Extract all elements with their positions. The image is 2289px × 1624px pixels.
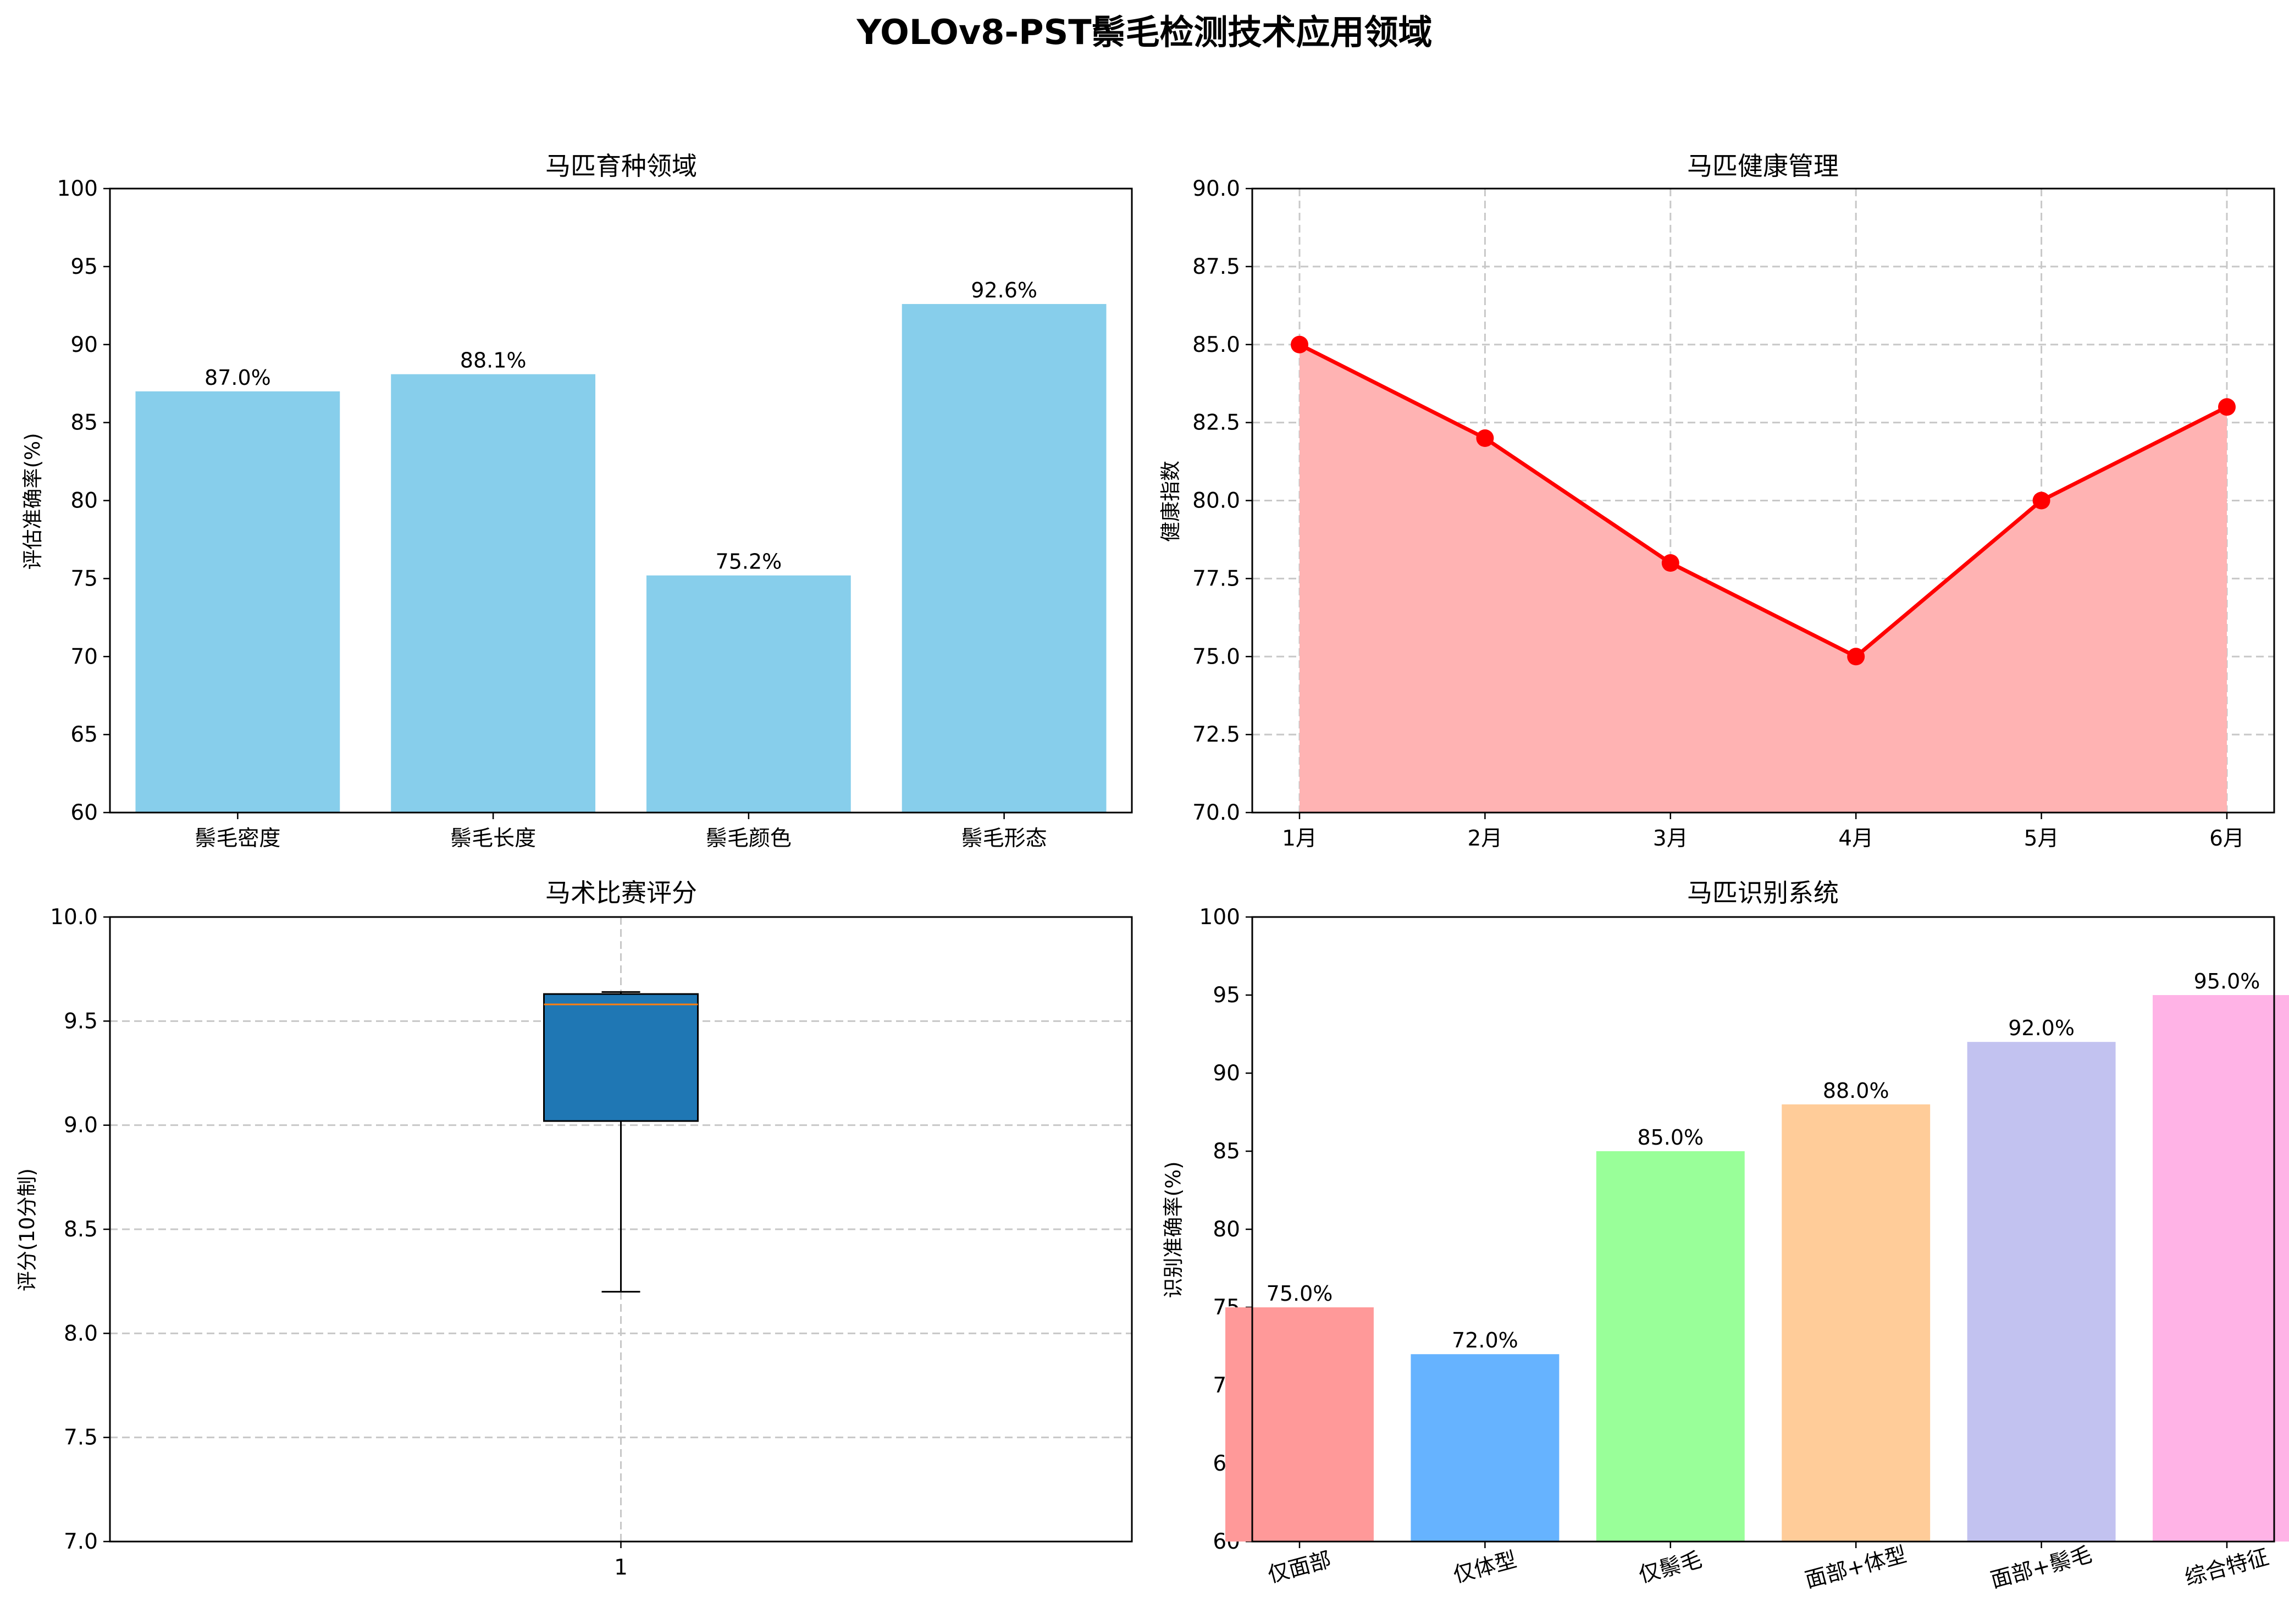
health-y-tick-label: 90.0 bbox=[1192, 176, 1240, 201]
health-y-tick-label: 75.0 bbox=[1192, 644, 1240, 669]
identification-plot-frame bbox=[1251, 916, 2275, 1543]
health-data-point bbox=[1476, 429, 1494, 447]
breeding-bar bbox=[646, 575, 851, 813]
health-y-tick-label: 82.5 bbox=[1192, 411, 1240, 435]
breeding-y-tick-label: 70 bbox=[70, 644, 98, 669]
health-y-tick-label: 70.0 bbox=[1192, 800, 1240, 825]
breeding-bar-chart: 马匹育种领域 评估准确率(%) 60 65 70 75 80 85 90 95 100 87.0%… bbox=[21, 151, 1133, 851]
breeding-x-tick-label: 鬃毛长度 bbox=[450, 826, 536, 851]
breeding-x-tick-label: 鬃毛密度 bbox=[195, 826, 280, 851]
competition-y-tick-label: 7.0 bbox=[64, 1529, 98, 1554]
health-data-point bbox=[2032, 491, 2050, 510]
competition-y-tick-label: 7.5 bbox=[64, 1426, 98, 1450]
health-data-point bbox=[1661, 554, 1679, 572]
breeding-y-tick-label: 85 bbox=[70, 411, 98, 435]
health-y-tick-label: 85.0 bbox=[1192, 333, 1240, 357]
breeding-y-tick-label: 80 bbox=[70, 489, 98, 513]
competition-box-plot: 马术比赛评分 评分(10分制) 7.0 7.5 8.0 8.5 9.0 9.5 10.0 1 bbox=[15, 878, 1133, 1580]
identification-bar-value-label: 75.0% bbox=[1267, 1281, 1333, 1306]
identification-y-tick-label: 95 bbox=[1213, 983, 1240, 1008]
breeding-plot-frame bbox=[109, 187, 1133, 814]
competition-y-axis-label: 评分(10分制) bbox=[15, 1168, 39, 1291]
breeding-chart-title: 马匹育种领域 bbox=[545, 151, 697, 181]
breeding-bar bbox=[135, 391, 340, 813]
identification-chart-title: 马匹识别系统 bbox=[1687, 878, 1839, 908]
identification-bar bbox=[1596, 1151, 1745, 1542]
breeding-x-tick-label: 鬃毛颜色 bbox=[706, 826, 792, 851]
identification-bar-value-label: 92.0% bbox=[2008, 1016, 2075, 1040]
breeding-y-tick-label: 100 bbox=[57, 176, 98, 201]
health-data-point bbox=[1847, 648, 1865, 666]
breeding-y-axis-label: 评估准确率(%) bbox=[21, 433, 45, 570]
breeding-y-tick-label: 90 bbox=[70, 333, 98, 357]
health-y-tick-label: 77.5 bbox=[1192, 566, 1240, 591]
health-x-tick-label: 2月 bbox=[1467, 826, 1502, 851]
health-y-tick-label: 80.0 bbox=[1192, 489, 1240, 513]
breeding-bar-value-label: 88.1% bbox=[460, 349, 527, 373]
breeding-bar-value-label: 92.6% bbox=[971, 278, 1037, 302]
identification-bar bbox=[1967, 1042, 2116, 1542]
identification-bar bbox=[1225, 1307, 1374, 1542]
breeding-bar-value-label: 75.2% bbox=[716, 550, 782, 574]
health-y-tick-label: 87.5 bbox=[1192, 255, 1240, 279]
competition-x-tick-label: 1 bbox=[614, 1555, 628, 1580]
health-y-axis-label: 健康指数 bbox=[1159, 461, 1182, 542]
identification-y-tick-label: 80 bbox=[1213, 1217, 1240, 1242]
health-x-tick-label: 4月 bbox=[1838, 826, 1873, 851]
breeding-y-tick-label: 95 bbox=[70, 255, 98, 279]
competition-y-tick-label: 10.0 bbox=[50, 905, 98, 930]
health-x-tick-label: 1月 bbox=[1282, 826, 1317, 851]
identification-bar bbox=[1411, 1354, 1560, 1542]
breeding-bar bbox=[391, 374, 596, 813]
breeding-bar bbox=[902, 303, 1107, 813]
health-y-tick-label: 72.5 bbox=[1192, 722, 1240, 747]
breeding-y-tick-label: 65 bbox=[70, 722, 98, 747]
competition-chart-title: 马术比赛评分 bbox=[545, 878, 697, 908]
breeding-x-tick-label: 鬃毛形态 bbox=[961, 826, 1047, 851]
identification-bar bbox=[1782, 1104, 1931, 1542]
competition-y-tick-label: 8.5 bbox=[64, 1217, 98, 1242]
identification-y-tick-label: 90 bbox=[1213, 1061, 1240, 1086]
health-data-point bbox=[1291, 335, 1308, 353]
figure-title: YOLOv8-PST鬃毛检测技术应用领域 bbox=[856, 12, 1432, 52]
identification-bar-value-label: 88.0% bbox=[1823, 1079, 1889, 1103]
health-x-tick-label: 3月 bbox=[1653, 826, 1688, 851]
identification-bar-chart: 马匹识别系统 识别准确率(%) 606570758085909510075.0%… bbox=[1162, 878, 2289, 1593]
health-data-point bbox=[2218, 398, 2236, 416]
breeding-y-tick-label: 75 bbox=[70, 566, 98, 591]
identification-y-axis-label: 识别准确率(%) bbox=[1162, 1161, 1185, 1298]
health-chart-title: 马匹健康管理 bbox=[1687, 151, 1839, 181]
health-x-tick-label: 6月 bbox=[2209, 826, 2244, 851]
competition-y-tick-label: 8.0 bbox=[64, 1321, 98, 1346]
identification-bar-value-label: 95.0% bbox=[2194, 969, 2260, 993]
identification-bar-value-label: 85.0% bbox=[1637, 1125, 1704, 1150]
health-series-line bbox=[1298, 343, 2228, 659]
health-x-tick-label: 5月 bbox=[2024, 826, 2059, 851]
competition-box bbox=[543, 993, 699, 1122]
identification-y-tick-label: 85 bbox=[1213, 1139, 1240, 1164]
health-line-chart: 马匹健康管理 健康指数 70.0 72.5 75.0 77.5 80.0 82.5 85.0… bbox=[1159, 151, 2275, 851]
health-plot-frame bbox=[1251, 187, 2275, 814]
health-area-fill bbox=[1300, 344, 2227, 813]
identification-bar-value-label: 72.0% bbox=[1452, 1328, 1518, 1352]
identification-y-tick-label: 100 bbox=[1199, 905, 1240, 930]
breeding-y-tick-label: 60 bbox=[70, 800, 98, 825]
competition-y-tick-label: 9.0 bbox=[64, 1113, 98, 1138]
competition-y-tick-label: 9.5 bbox=[64, 1009, 98, 1034]
competition-plot-frame bbox=[109, 916, 1133, 1543]
identification-bar bbox=[2153, 995, 2289, 1542]
breeding-bar-value-label: 87.0% bbox=[204, 366, 271, 390]
